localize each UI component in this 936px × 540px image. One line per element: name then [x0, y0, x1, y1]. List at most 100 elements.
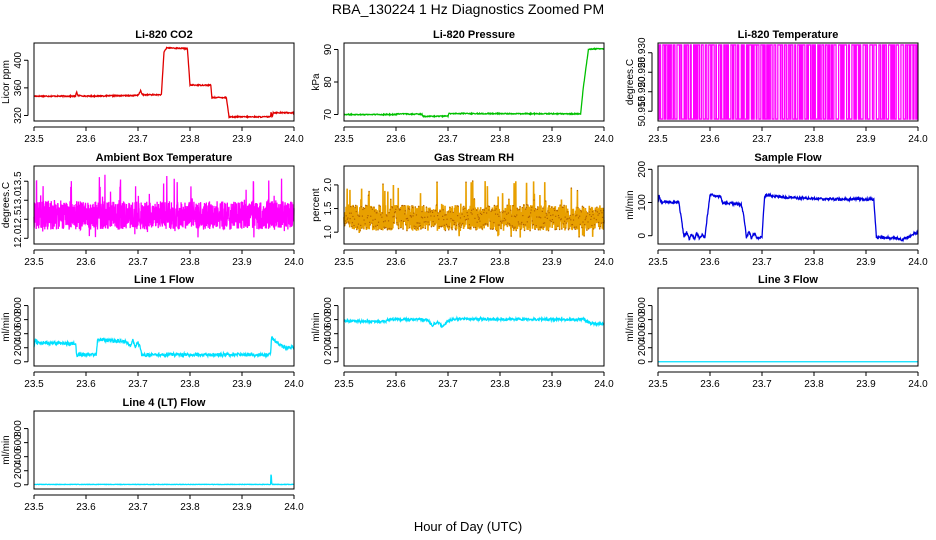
data-point	[345, 220, 347, 222]
data-point	[398, 228, 400, 230]
series-points	[343, 180, 605, 238]
data-point	[364, 223, 366, 225]
data-point	[438, 226, 440, 228]
data-point	[516, 207, 518, 209]
data-point	[404, 210, 406, 212]
data-point	[570, 187, 572, 189]
data-point	[473, 198, 475, 200]
x-tick-label: 23.9	[856, 257, 876, 268]
data-point	[470, 212, 472, 214]
plot-frame	[657, 165, 919, 245]
data-point	[479, 212, 482, 214]
data-point	[422, 227, 424, 229]
data-point	[576, 189, 579, 192]
data-point	[589, 208, 591, 210]
data-point	[508, 223, 511, 225]
data-point	[557, 214, 560, 217]
data-point	[357, 223, 360, 225]
data-point	[448, 226, 450, 228]
data-point	[404, 213, 406, 215]
data-point	[487, 205, 489, 207]
data-point	[494, 209, 496, 211]
data-point	[350, 205, 352, 208]
data-point	[409, 227, 411, 229]
data-point	[376, 224, 379, 226]
data-point	[434, 223, 436, 225]
y-tick-label: 0	[323, 359, 334, 365]
data-point	[383, 226, 385, 228]
data-point	[379, 205, 381, 207]
data-point	[530, 212, 532, 214]
data-point	[599, 226, 601, 228]
panel-title: Ambient Box Temperature	[96, 152, 233, 164]
data-point	[392, 216, 394, 218]
data-point	[389, 209, 391, 211]
x-tick-label: 23.5	[334, 379, 354, 390]
data-point	[544, 216, 546, 218]
data-point	[552, 214, 554, 216]
data-point	[554, 229, 556, 231]
data-point	[535, 208, 537, 210]
data-point	[546, 214, 548, 216]
data-point	[525, 208, 527, 210]
data-point	[523, 204, 525, 206]
data-point	[386, 215, 388, 217]
data-point	[371, 208, 374, 210]
data-point	[594, 209, 596, 211]
data-point	[547, 210, 549, 212]
series-line	[657, 192, 919, 243]
panel-10: Line 4 (LT) Flow 23.5 23.6 23.7 23.8 23.9 24.0…	[1, 397, 304, 513]
data-point	[550, 220, 552, 223]
data-point	[460, 224, 463, 226]
data-point	[520, 228, 522, 230]
data-point	[451, 229, 453, 231]
data-point	[537, 206, 539, 208]
plot-frame	[33, 410, 295, 490]
x-tick-label: 24.0	[908, 379, 928, 390]
data-point	[353, 218, 356, 220]
y-tick-label: 200	[637, 161, 648, 178]
data-point	[515, 230, 517, 232]
data-point	[481, 213, 483, 215]
data-point	[533, 210, 536, 212]
data-point	[467, 218, 469, 220]
data-point	[494, 213, 497, 215]
data-point	[569, 214, 571, 217]
panel-3: Li-820 Temperature 23.5 23.6 23.7 23.8 23.9 24…	[625, 29, 928, 145]
data-point	[573, 227, 575, 229]
data-point	[397, 224, 399, 226]
data-point	[505, 224, 507, 226]
data-point	[522, 214, 524, 217]
data-point	[543, 226, 545, 228]
y-axis-label: ml/min	[1, 312, 12, 341]
data-point	[350, 212, 352, 214]
data-point	[468, 224, 470, 226]
y-tick-label: 0	[13, 359, 24, 365]
data-point	[539, 226, 541, 228]
data-point	[509, 209, 512, 211]
data-point	[381, 216, 383, 218]
data-point	[405, 218, 407, 220]
y-tick-label: 600	[13, 434, 24, 451]
data-point	[447, 211, 449, 213]
data-point	[421, 210, 423, 213]
data-point	[580, 209, 582, 212]
data-point	[351, 222, 353, 224]
data-point	[584, 224, 586, 226]
x-tick-label: 24.0	[594, 134, 614, 145]
data-point	[581, 227, 583, 229]
data-point	[549, 219, 551, 221]
data-point	[569, 217, 571, 219]
data-point	[453, 220, 455, 222]
data-point	[483, 209, 485, 211]
data-point	[431, 209, 433, 212]
data-point	[349, 218, 351, 220]
panel-title: Li-820 CO2	[135, 29, 192, 41]
y-tick-label: 90	[323, 44, 334, 56]
data-point	[557, 225, 559, 227]
data-point	[377, 229, 379, 231]
x-tick-label: 23.6	[700, 379, 720, 390]
data-point	[424, 227, 426, 229]
data-point	[474, 226, 477, 229]
data-point	[602, 222, 604, 224]
